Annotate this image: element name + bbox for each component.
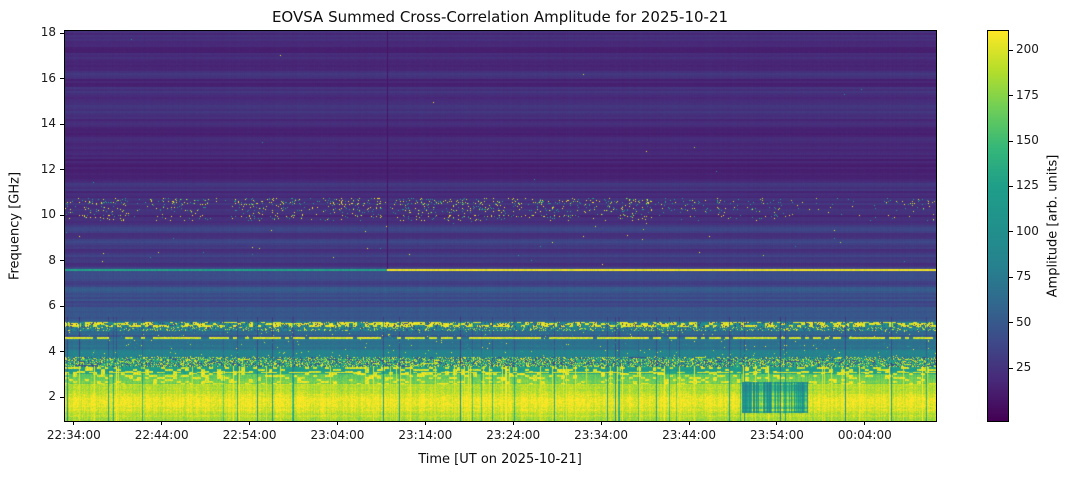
y-tick xyxy=(60,305,64,307)
y-tick-label: 10 xyxy=(40,207,56,222)
colorbar-tick-label: 50 xyxy=(1016,314,1032,329)
x-tick-label: 23:34:00 xyxy=(574,428,629,442)
x-tick xyxy=(600,421,602,425)
colorbar-tick-label: 100 xyxy=(1016,223,1039,238)
colorbar-gradient xyxy=(988,31,1008,421)
x-axis-label: Time [UT on 2025-10-21] xyxy=(418,452,582,467)
x-tick xyxy=(776,421,778,425)
y-tick-label: 14 xyxy=(40,116,56,131)
colorbar-tick-label: 125 xyxy=(1016,178,1039,193)
x-tick-label: 00:04:00 xyxy=(837,428,892,442)
x-tick-label: 23:44:00 xyxy=(662,428,716,442)
y-tick-label: 6 xyxy=(48,298,56,313)
x-tick-label: 23:14:00 xyxy=(398,428,453,442)
y-tick xyxy=(60,351,64,353)
x-tick xyxy=(688,421,690,425)
x-tick-label: 23:24:00 xyxy=(486,428,541,442)
y-tick xyxy=(60,396,64,398)
colorbar-tick xyxy=(1009,185,1013,187)
colorbar-tick-label: 25 xyxy=(1016,360,1032,375)
y-tick-label: 16 xyxy=(40,70,56,85)
chart-title: EOVSA Summed Cross-Correlation Amplitude… xyxy=(271,8,729,26)
colorbar-tick xyxy=(1009,322,1013,324)
colorbar-tick xyxy=(1009,231,1013,233)
y-tick xyxy=(60,260,64,262)
y-tick xyxy=(60,78,64,80)
x-tick xyxy=(336,421,338,425)
colorbar-tick xyxy=(1009,95,1013,97)
colorbar-tick-label: 200 xyxy=(1016,42,1039,57)
x-tick-label: 22:54:00 xyxy=(222,428,277,442)
y-axis-label: Frequency [GHz] xyxy=(7,171,23,281)
colorbar-tick xyxy=(1009,276,1013,278)
colorbar-tick xyxy=(1009,49,1013,51)
y-tick-label: 2 xyxy=(48,389,56,404)
y-tick-label: 18 xyxy=(40,25,56,40)
colorbar-tick-label: 175 xyxy=(1016,87,1039,102)
y-tick-label: 8 xyxy=(48,252,56,267)
colorbar-tick xyxy=(1009,140,1013,142)
y-tick-label: 4 xyxy=(48,343,56,358)
x-tick-label: 23:54:00 xyxy=(749,428,804,442)
y-tick xyxy=(60,32,64,34)
colorbar-tick-label: 75 xyxy=(1016,269,1032,284)
y-tick xyxy=(60,123,64,125)
x-tick-label: 23:04:00 xyxy=(310,428,365,442)
x-tick xyxy=(864,421,866,425)
y-tick-label: 12 xyxy=(40,161,56,176)
colorbar-tick xyxy=(1009,367,1013,369)
colorbar-tick-label: 150 xyxy=(1016,133,1039,147)
x-tick xyxy=(249,421,251,425)
x-tick-label: 22:34:00 xyxy=(46,428,101,442)
x-tick xyxy=(73,421,75,425)
x-tick-label: 22:44:00 xyxy=(134,428,189,442)
spectrogram-image xyxy=(65,31,936,421)
y-tick xyxy=(60,169,64,171)
x-tick xyxy=(512,421,514,425)
x-tick xyxy=(424,421,426,425)
y-tick xyxy=(60,214,64,216)
x-tick xyxy=(161,421,163,425)
